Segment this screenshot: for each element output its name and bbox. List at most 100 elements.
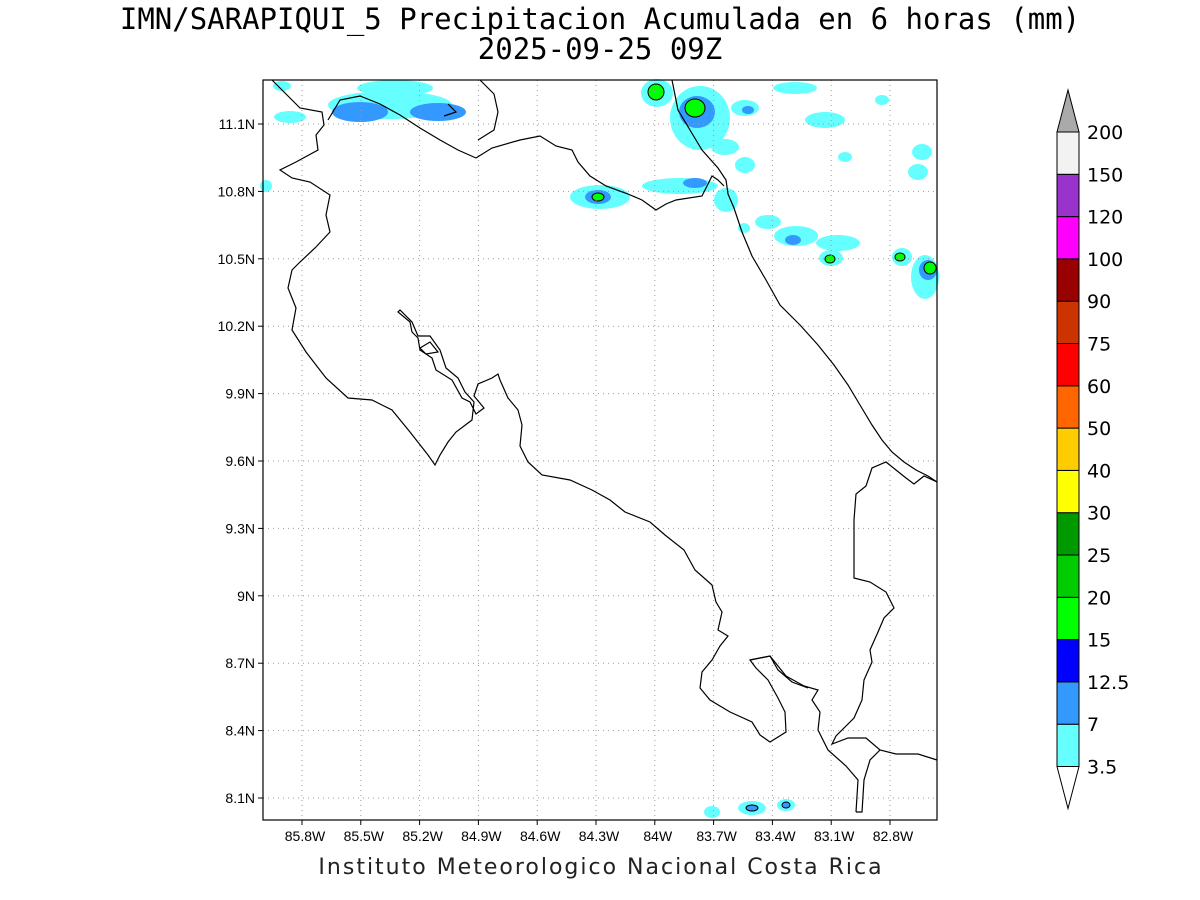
precip-blob [684, 98, 706, 118]
colorbar-swatch [1056, 173, 1080, 218]
lat-tick-label: 9.3N [225, 520, 255, 536]
precip-blob [410, 103, 466, 121]
lon-tick-label: 85.8W [285, 828, 326, 844]
map-valid-time: 2025-09-25 09Z [477, 32, 723, 66]
precip-blob [816, 235, 860, 251]
precip-blob [805, 112, 845, 128]
map-grid [263, 80, 937, 820]
precip-blob [908, 164, 928, 180]
precip-blob [875, 95, 889, 105]
lat-tick-label: 11.1N [219, 116, 255, 132]
colorbar-min-triangle [1056, 766, 1080, 811]
colorbar-swatch [1056, 469, 1080, 514]
lat-tick-label: 10.8N [218, 183, 255, 199]
precip-blob [711, 139, 739, 155]
precip-blob [683, 178, 707, 188]
colorbar-label: 60 [1087, 376, 1111, 398]
lat-tick-label: 10.2N [218, 318, 255, 334]
colorbar-swatch [1056, 216, 1080, 260]
lon-tick-label: 84.9W [461, 828, 502, 844]
precip-blob [785, 235, 801, 245]
colorbar-swatch [1056, 258, 1080, 302]
colorbar-label: 15 [1087, 630, 1111, 652]
colorbar-label: 90 [1087, 291, 1111, 313]
map-title: IMN/SARAPIQUI_5 Precipitacion Acumulada … [119, 2, 1081, 36]
colorbar-swatch [1056, 596, 1080, 641]
precip-blob [894, 252, 906, 262]
colorbar-legend: 3.5 7 12.5 15 20 25 30 40 50 60 75 90 100 120 150 200 [1056, 88, 1129, 811]
lat-tick-label: 9.9N [225, 386, 255, 402]
lat-tick-label: 8.1N [225, 790, 255, 806]
precip-blob [923, 261, 937, 275]
longitude-axis: 85.8W 85.5W 85.2W 84.9W 84.6W 84.3W 84W 83.7W 83… [285, 820, 914, 844]
colorbar-swatch [1056, 681, 1080, 725]
panama-border [830, 461, 938, 761]
latitude-axis: 11.1N 10.8N 10.5N 10.2N 9.9N 9.6N 9.3N 9N 8.7N 8.… [218, 116, 263, 806]
lat-tick-label: 9N [237, 588, 255, 604]
lon-tick-label: 84.3W [579, 828, 620, 844]
lon-tick-label: 85.2W [402, 828, 443, 844]
precip-blob [704, 806, 720, 818]
plot-frame [262, 79, 938, 821]
colorbar-swatch [1056, 385, 1080, 429]
precip-blob [357, 80, 433, 96]
precip-blob [838, 152, 852, 162]
colorbar-label: 200 [1087, 122, 1123, 144]
caribbean-coastline [671, 79, 938, 483]
colorbar-swatch [1056, 300, 1080, 345]
precip-blob [742, 106, 754, 114]
lon-tick-label: 84.6W [520, 828, 561, 844]
colorbar-swatch [1056, 427, 1080, 471]
lon-tick-label: 83.7W [696, 828, 737, 844]
lon-tick-label: 82.8W [873, 828, 914, 844]
colorbar-swatch [1056, 512, 1080, 556]
lon-tick-label: 84W [643, 828, 673, 844]
precip-blob [735, 157, 755, 173]
precip-blob [274, 111, 306, 123]
colorbar-swatch [1056, 639, 1080, 683]
precip-blob [332, 102, 388, 122]
precip-blob [260, 180, 272, 192]
colorbar-label: 20 [1087, 587, 1111, 609]
colorbar-label: 12.5 [1087, 672, 1129, 694]
lat-tick-label: 9.6N [225, 453, 255, 469]
colorbar-max-triangle [1056, 88, 1080, 133]
precip-blob [912, 144, 932, 160]
lat-tick-label: 10.5N [218, 251, 255, 267]
lat-tick-label: 8.7N [225, 655, 255, 671]
colorbar-label: 30 [1087, 503, 1111, 525]
precip-blob [824, 254, 836, 264]
precip-blob [745, 804, 759, 812]
colorbar-label: 40 [1087, 460, 1111, 482]
precip-blob [714, 188, 738, 212]
colorbar-label: 75 [1087, 334, 1111, 356]
precip-areas [260, 79, 939, 818]
golfo-dulce [749, 655, 809, 689]
colorbar-swatch [1056, 343, 1080, 387]
colorbar-label: 50 [1087, 418, 1111, 440]
colorbar-label: 120 [1087, 207, 1123, 229]
colorbar-label: 7 [1087, 714, 1099, 736]
precip-blob [755, 215, 781, 229]
colorbar-swatch [1056, 554, 1080, 598]
coastlines [271, 79, 938, 813]
pacific-coastline [271, 79, 859, 813]
colorbar-label: 3.5 [1087, 757, 1117, 779]
lon-tick-label: 85.5W [344, 828, 385, 844]
colorbar-swatch [1056, 131, 1080, 175]
island-chira [419, 341, 440, 355]
credit-text: Instituto Meteorologico Nacional Costa R… [318, 855, 884, 880]
precip-blob [273, 81, 291, 91]
colorbar-label: 100 [1087, 249, 1123, 271]
colorbar-swatch [1056, 723, 1080, 768]
lat-tick-label: 8.4N [225, 723, 255, 739]
north-border-nicaragua [327, 95, 725, 211]
precip-blob [773, 82, 817, 94]
lon-tick-label: 83.1W [814, 828, 855, 844]
precip-blob [591, 192, 605, 202]
lake-nicaragua-shore [443, 103, 458, 117]
colorbar-label: 150 [1087, 164, 1123, 186]
precip-blob [647, 83, 665, 101]
precip-blob [781, 801, 791, 809]
